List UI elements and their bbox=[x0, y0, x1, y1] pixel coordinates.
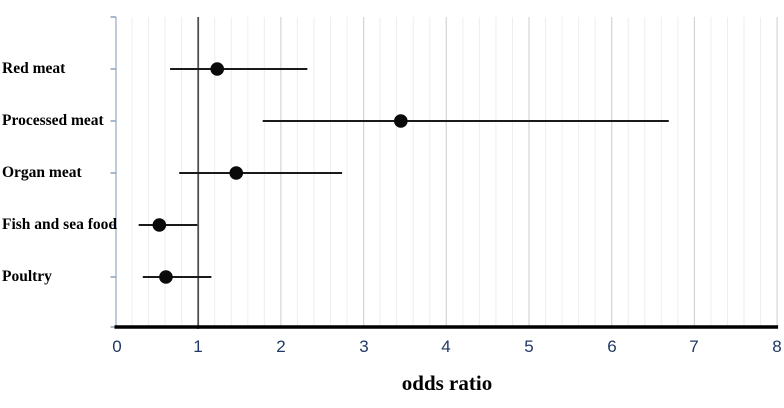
x-axis-title: odds ratio bbox=[401, 371, 493, 395]
category-label-fish-and-sea-food: Fish and sea food bbox=[2, 216, 117, 233]
odds-ratio-dot bbox=[152, 218, 167, 232]
category-label-organ-meat: Organ meat bbox=[2, 164, 82, 181]
odds-ratio-dot bbox=[210, 62, 225, 76]
x-tick-label-2: 2 bbox=[276, 337, 286, 356]
x-tick-label-7: 7 bbox=[689, 337, 699, 356]
odds-ratio-dot bbox=[394, 114, 408, 128]
x-tick-label-6: 6 bbox=[607, 337, 617, 356]
odds-ratio-dot bbox=[159, 270, 173, 284]
x-tick-label-8: 8 bbox=[772, 337, 782, 356]
odds-ratio-dot bbox=[229, 166, 244, 180]
category-label-red-meat: Red meat bbox=[2, 60, 66, 77]
x-tick-label-4: 4 bbox=[441, 337, 451, 356]
category-label-poultry: Poultry bbox=[2, 268, 52, 285]
x-tick-label-5: 5 bbox=[524, 337, 534, 356]
x-tick-label-1: 1 bbox=[193, 337, 203, 356]
category-label-processed-meat: Processed meat bbox=[2, 112, 104, 129]
x-tick-label-0: 0 bbox=[112, 337, 122, 356]
x-tick-label-3: 3 bbox=[359, 337, 369, 356]
